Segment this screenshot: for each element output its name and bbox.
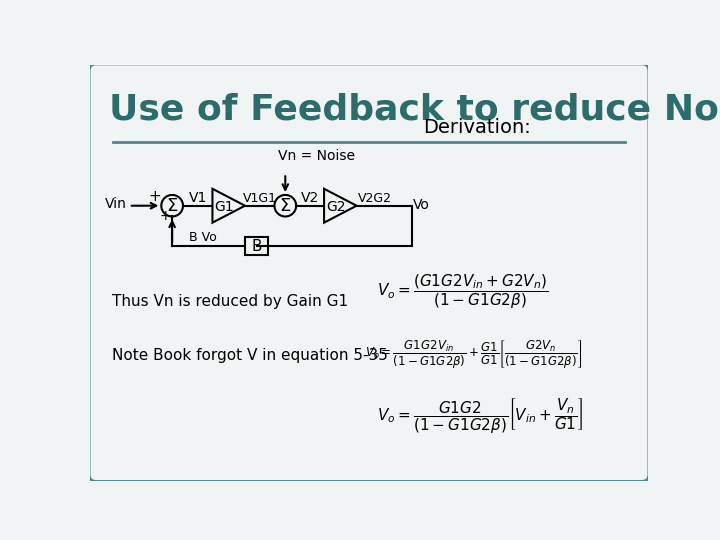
Text: Σ: Σ: [279, 198, 291, 215]
Text: Vo: Vo: [413, 198, 430, 212]
Text: V1: V1: [189, 191, 207, 205]
Text: Thus Vn is reduced by Gain G1: Thus Vn is reduced by Gain G1: [112, 294, 348, 309]
Text: G1: G1: [215, 200, 234, 214]
Text: V1G1: V1G1: [243, 192, 276, 205]
Text: B: B: [251, 239, 262, 254]
Text: Σ: Σ: [166, 198, 178, 215]
FancyBboxPatch shape: [89, 63, 649, 482]
Text: B Vo: B Vo: [189, 231, 217, 244]
Text: Vn = Noise: Vn = Noise: [278, 148, 355, 163]
FancyBboxPatch shape: [245, 237, 269, 255]
Text: V2: V2: [301, 191, 319, 205]
Text: Use of Feedback to reduce Noise: Use of Feedback to reduce Noise: [109, 92, 720, 126]
Text: Vin: Vin: [105, 197, 127, 211]
Text: Note Book forgot V in equation 5-35: Note Book forgot V in equation 5-35: [112, 348, 387, 363]
Text: Derivation:: Derivation:: [423, 118, 531, 138]
Text: G2: G2: [326, 200, 346, 214]
Text: $V_o = \dfrac{G1G2V_{in}}{\left(1-G1G2\beta\right)}+\dfrac{G1}{G1}\left[\dfrac{G: $V_o = \dfrac{G1G2V_{in}}{\left(1-G1G2\b…: [365, 338, 582, 369]
Text: +: +: [149, 189, 161, 204]
Text: $V_o = \dfrac{\left(G1G2V_{in}+G2V_n\right)}{\left(1-G1G2\beta\right)}$: $V_o = \dfrac{\left(G1G2V_{in}+G2V_n\rig…: [377, 273, 549, 312]
Text: V2G2: V2G2: [357, 192, 392, 205]
Text: $V_o = \dfrac{G1G2}{\left(1-G1G2\beta\right)}\left[V_{in}+\dfrac{V_n}{G1}\right]: $V_o = \dfrac{G1G2}{\left(1-G1G2\beta\ri…: [377, 396, 583, 435]
Text: +: +: [159, 209, 171, 222]
